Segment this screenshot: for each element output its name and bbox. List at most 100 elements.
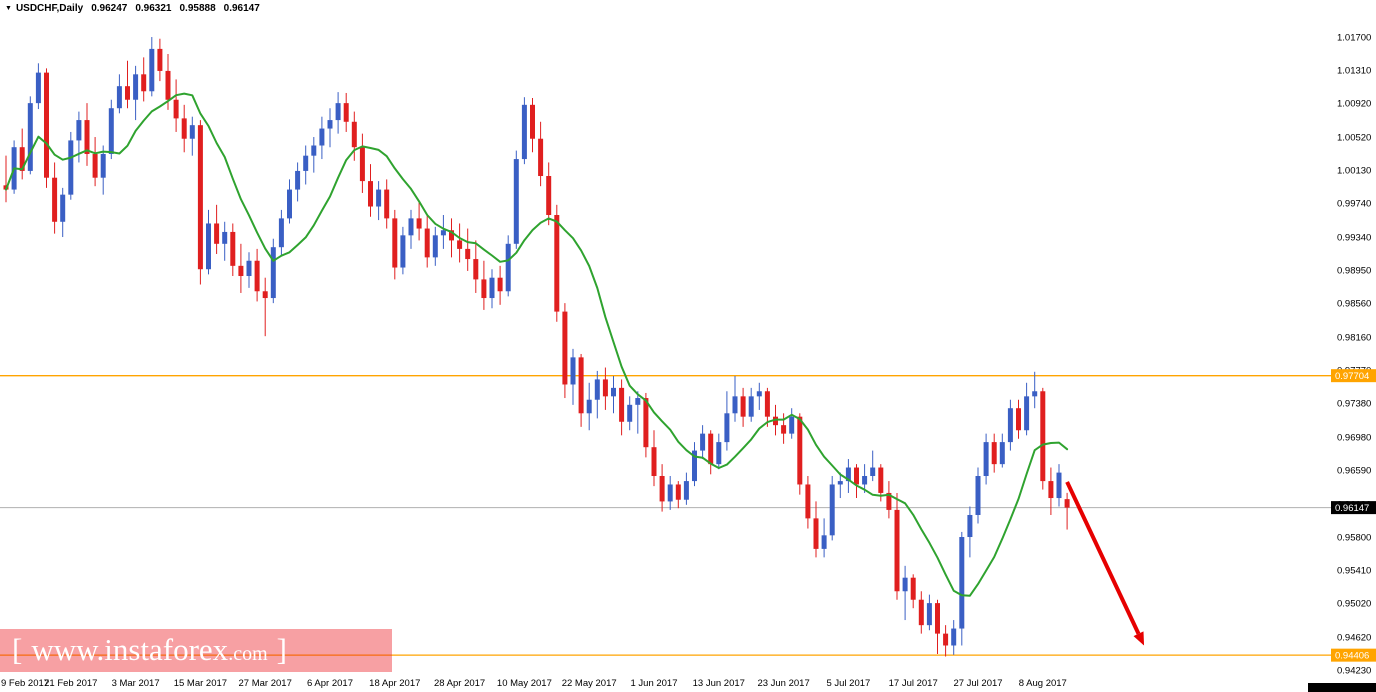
candle-body bbox=[368, 181, 373, 207]
price-axis-label: 0.98560 bbox=[1337, 299, 1371, 310]
candle-body bbox=[473, 259, 479, 280]
price-axis-label: 0.98160 bbox=[1337, 333, 1371, 344]
candle-body bbox=[813, 518, 819, 549]
candle-body bbox=[886, 492, 892, 510]
candle-body bbox=[692, 450, 697, 482]
candle-body bbox=[335, 103, 341, 121]
date-axis-label: 5 Jul 2017 bbox=[826, 678, 870, 689]
price-axis-label: 0.94230 bbox=[1337, 666, 1371, 677]
candle-body bbox=[376, 189, 382, 207]
candle-body bbox=[854, 467, 859, 485]
candle-body bbox=[76, 120, 82, 141]
candle-body bbox=[505, 243, 511, 292]
candle-body bbox=[530, 104, 535, 139]
candle-body bbox=[440, 230, 446, 236]
candle-body bbox=[1007, 408, 1013, 443]
trend-arrow-head[interactable] bbox=[1133, 631, 1145, 646]
candle-body bbox=[230, 231, 236, 266]
candle-body bbox=[327, 120, 333, 129]
date-axis-label: 15 Mar 2017 bbox=[174, 678, 227, 689]
candle-body bbox=[667, 484, 673, 502]
candle-body bbox=[157, 48, 163, 71]
candle-body bbox=[197, 125, 203, 270]
date-axis-label: 1 Jun 2017 bbox=[630, 678, 677, 689]
candle-body bbox=[538, 138, 544, 177]
price-axis-label: 0.95800 bbox=[1337, 533, 1371, 544]
candle-body bbox=[983, 442, 989, 477]
candle-body bbox=[789, 416, 795, 434]
candle-body bbox=[943, 633, 949, 646]
date-axis-label: 3 Mar 2017 bbox=[112, 678, 160, 689]
price-axis-label: 0.99340 bbox=[1337, 233, 1371, 244]
price-axis-label: 1.01310 bbox=[1337, 66, 1371, 77]
resistance-line-tag bbox=[1331, 369, 1376, 383]
quote-header: ▼ USDCHF,Daily 0.96247 0.96321 0.95888 0… bbox=[5, 3, 260, 14]
candle-body bbox=[959, 537, 965, 629]
candle-body bbox=[926, 603, 932, 626]
resistance-line-tag-label: 0.97704 bbox=[1335, 371, 1369, 382]
date-axis-label: 27 Jul 2017 bbox=[953, 678, 1002, 689]
trend-arrow-shaft[interactable] bbox=[1065, 481, 1141, 635]
date-axis-label: 23 Jun 2017 bbox=[757, 678, 809, 689]
candle-body bbox=[562, 311, 568, 385]
candle-body bbox=[546, 176, 552, 215]
current-price-tag bbox=[1331, 501, 1376, 515]
candle-body bbox=[116, 86, 122, 109]
candle-body bbox=[303, 155, 309, 171]
candle-body bbox=[967, 514, 973, 538]
candle-body bbox=[740, 396, 746, 417]
candle-body bbox=[254, 260, 260, 292]
price-axis-label: 0.98950 bbox=[1337, 266, 1371, 277]
candle-body bbox=[133, 74, 139, 100]
candle-body bbox=[100, 153, 106, 178]
symbol-dropdown-icon[interactable]: ▼ bbox=[5, 5, 12, 12]
candle-body bbox=[999, 442, 1005, 465]
candle-body bbox=[902, 577, 908, 592]
candle-body bbox=[716, 442, 722, 465]
date-axis-label: 6 Apr 2017 bbox=[307, 678, 353, 689]
candle-body bbox=[481, 279, 487, 299]
candle-body bbox=[627, 404, 633, 422]
instrument-label: USDCHF,Daily bbox=[15, 3, 84, 14]
candle-body bbox=[489, 277, 495, 299]
candle-body bbox=[92, 153, 98, 178]
candle-body bbox=[173, 99, 179, 119]
candle-body bbox=[449, 230, 454, 241]
candle-body bbox=[181, 118, 187, 139]
candle-body bbox=[497, 277, 503, 292]
price-axis-label: 1.00130 bbox=[1337, 166, 1371, 177]
candle-body bbox=[611, 387, 616, 397]
candle-body bbox=[1064, 499, 1070, 508]
watermark-text: www.instaforex bbox=[31, 632, 229, 667]
candle-body bbox=[991, 442, 997, 465]
candle-body bbox=[570, 357, 576, 385]
candle-body bbox=[894, 509, 900, 592]
candle-body bbox=[845, 467, 851, 482]
date-axis-label: 28 Apr 2017 bbox=[434, 678, 485, 689]
candle-body bbox=[424, 228, 430, 258]
candle-body bbox=[311, 145, 317, 156]
candle-body bbox=[659, 476, 665, 502]
candle-body bbox=[35, 72, 41, 104]
date-axis-label: 8 Aug 2017 bbox=[1019, 678, 1067, 689]
candle-body bbox=[554, 214, 560, 312]
candle-body bbox=[781, 425, 787, 434]
candle-body bbox=[278, 218, 284, 248]
candle-body bbox=[594, 379, 600, 400]
candle-body bbox=[1024, 396, 1030, 431]
scrollbar-thumb[interactable] bbox=[1308, 683, 1376, 692]
candle-body bbox=[27, 103, 33, 171]
support-line-tag bbox=[1331, 648, 1376, 662]
candle-body bbox=[1056, 472, 1062, 499]
date-axis-label: 9 Feb 2017 bbox=[1, 678, 49, 689]
candle-body bbox=[805, 484, 811, 519]
candle-body bbox=[457, 240, 463, 249]
quote-high: 0.96321 bbox=[135, 3, 172, 14]
current-price-tag-label: 0.96147 bbox=[1335, 503, 1369, 514]
candle-body bbox=[837, 481, 843, 485]
candle-body bbox=[319, 128, 325, 146]
watermark-bracket-right: ] bbox=[276, 632, 287, 667]
candle-body bbox=[262, 291, 268, 299]
